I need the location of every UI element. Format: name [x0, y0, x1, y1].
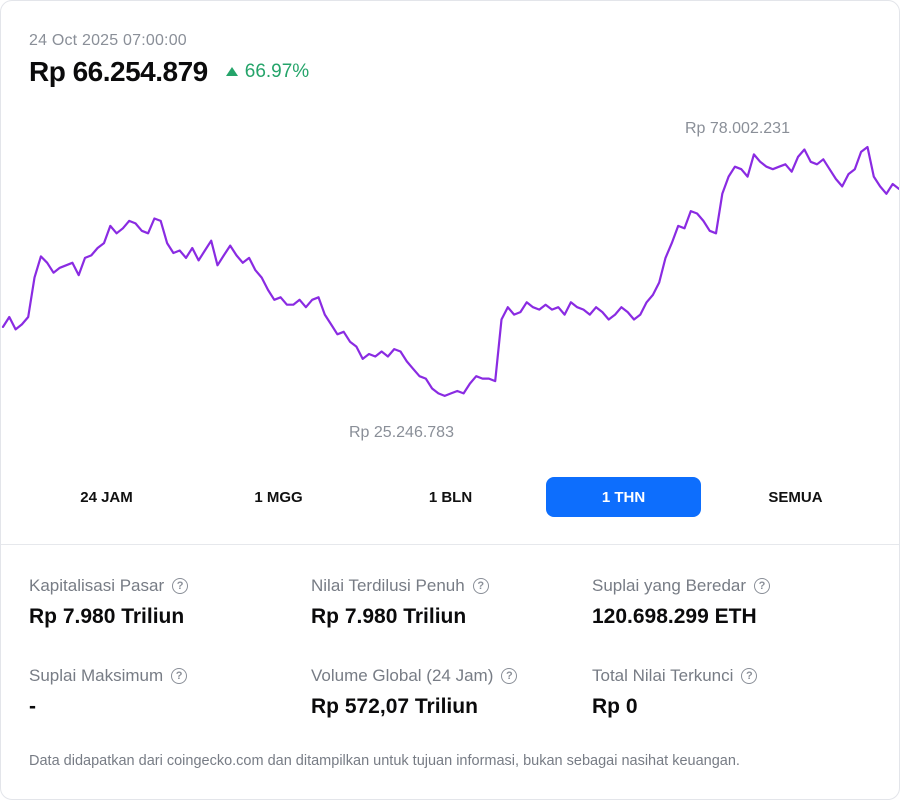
stat-total-value-locked: Total Nilai Terkunci? Rp 0	[592, 666, 758, 719]
question-circle-icon[interactable]: ?	[741, 668, 758, 684]
time-range-selector: 24 JAM 1 MGG 1 BLN 1 THN SEMUA	[1, 477, 899, 517]
timestamp: 24 Oct 2025 07:00:00	[29, 32, 187, 49]
current-price: Rp 66.254.879	[29, 56, 208, 87]
stat-value: Rp 572,07 Triliun	[311, 695, 478, 718]
price-change-value: 66.97%	[244, 61, 310, 82]
range-1-mgg-button[interactable]: 1 MGG	[201, 477, 356, 517]
stat-label: Total Nilai Terkunci	[592, 666, 734, 685]
stat-label: Suplai yang Beredar	[592, 576, 747, 595]
triangle-up-icon	[225, 67, 238, 76]
stat-value: Rp 7.980 Triliun	[29, 605, 185, 628]
price-chart[interactable]	[1, 101, 900, 451]
stat-label: Kapitalisasi Pasar	[29, 576, 165, 595]
stat-max-supply: Suplai Maksimum? -	[29, 666, 188, 719]
range-1-bln-button[interactable]: 1 BLN	[373, 477, 528, 517]
chart-low-label: Rp 25.246.783	[349, 424, 454, 441]
stat-value: 120.698.299 ETH	[592, 605, 757, 628]
stat-fully-diluted-value: Nilai Terdilusi Penuh? Rp 7.980 Triliun	[311, 576, 489, 629]
question-circle-icon[interactable]: ?	[754, 578, 771, 594]
divider	[1, 544, 899, 545]
price-change: 66.97%	[225, 61, 310, 83]
price-line	[1, 145, 899, 397]
price-row: Rp 66.254.879 66.97%	[29, 56, 309, 88]
question-circle-icon[interactable]: ?	[501, 668, 518, 684]
chart-high-label: Rp 78.002.231	[685, 120, 790, 137]
stat-value: Rp 7.980 Triliun	[311, 605, 467, 628]
stat-label: Suplai Maksimum	[29, 666, 164, 685]
question-circle-icon[interactable]: ?	[172, 578, 189, 594]
stat-value: Rp 0	[592, 695, 638, 718]
data-source-disclaimer: Data didapatkan dari coingecko.com dan d…	[29, 753, 740, 769]
stat-circulating-supply: Suplai yang Beredar? 120.698.299 ETH	[592, 576, 771, 629]
range-semua-button[interactable]: SEMUA	[718, 477, 873, 517]
range-1-thn-button[interactable]: 1 THN	[546, 477, 701, 517]
stat-label: Nilai Terdilusi Penuh	[311, 576, 465, 595]
stat-global-volume: Volume Global (24 Jam)? Rp 572,07 Triliu…	[311, 666, 518, 719]
range-24-jam-button[interactable]: 24 JAM	[29, 477, 184, 517]
stat-market-cap: Kapitalisasi Pasar? Rp 7.980 Triliun	[29, 576, 189, 629]
stat-value: -	[29, 695, 36, 718]
stat-label: Volume Global (24 Jam)	[311, 666, 494, 685]
question-circle-icon[interactable]: ?	[171, 668, 188, 684]
question-circle-icon[interactable]: ?	[472, 578, 489, 594]
